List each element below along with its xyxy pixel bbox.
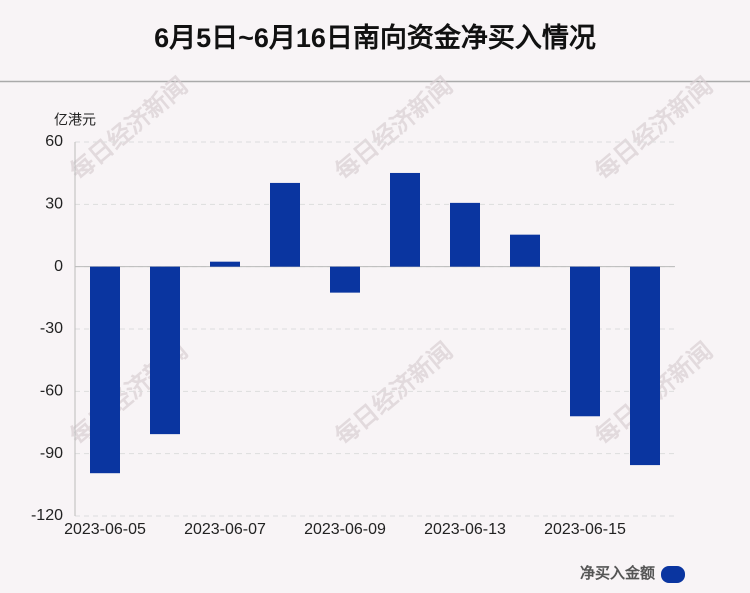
x-tick-label: 2023-06-13 [424, 521, 506, 538]
legend-swatch [661, 566, 685, 583]
watermark: 每日经济新闻 [590, 72, 718, 186]
bar [630, 266, 660, 466]
bar [210, 261, 240, 267]
chart-title: 6月5日~6月16日南向资金净买入情况 [154, 22, 596, 53]
x-tick-label: 2023-06-05 [64, 521, 146, 538]
bar [510, 234, 540, 267]
y-tick-label: 0 [54, 258, 63, 275]
watermark: 每日经济新闻 [330, 72, 458, 186]
y-tick-label: -60 [40, 383, 63, 400]
bar [450, 202, 480, 267]
legend-label: 净买入金额 [580, 564, 655, 582]
bar [90, 266, 120, 474]
watermark: 每日经济新闻 [330, 337, 458, 451]
x-tick-label: 2023-06-09 [304, 521, 386, 538]
y-tick-label: 60 [45, 133, 63, 150]
bar [570, 266, 600, 417]
x-tick-label: 2023-06-15 [544, 521, 626, 538]
bar [270, 182, 300, 267]
bar [390, 172, 420, 267]
watermark: 每日经济新闻 [65, 72, 193, 186]
y-axis-label: 亿港元 [54, 112, 96, 128]
y-tick-label: -30 [40, 320, 63, 337]
x-tick-label: 2023-06-07 [184, 521, 266, 538]
y-tick-label: 30 [45, 196, 63, 213]
y-tick-label: -120 [31, 507, 63, 524]
bar [150, 266, 180, 435]
y-tick-label: -90 [40, 445, 63, 462]
bar [330, 266, 360, 293]
